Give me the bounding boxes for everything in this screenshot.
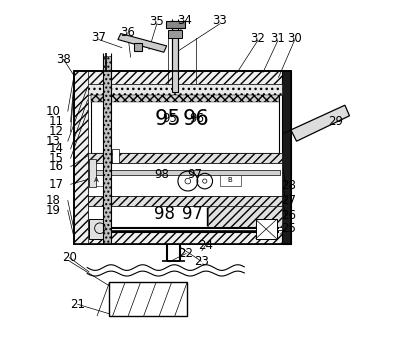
Text: 95: 95 (154, 109, 181, 129)
Bar (168, 30, 182, 38)
Text: 17: 17 (49, 178, 64, 191)
Text: 25: 25 (281, 222, 296, 235)
Bar (208, 206, 282, 227)
Bar (134, 43, 142, 51)
Text: 95: 95 (163, 112, 178, 125)
Text: 31: 31 (270, 32, 285, 44)
Text: 21: 21 (70, 298, 85, 311)
Text: 34: 34 (177, 14, 192, 27)
Bar (89, 220, 109, 239)
Bar (87, 227, 282, 230)
Text: B: B (228, 178, 232, 183)
Bar (87, 153, 282, 163)
Text: A: A (94, 178, 99, 183)
Text: 98: 98 (154, 168, 169, 181)
Text: 13: 13 (46, 135, 61, 148)
Bar (110, 282, 187, 316)
Bar (255, 220, 277, 239)
Text: 36: 36 (120, 26, 135, 39)
Bar (172, 21, 178, 92)
Polygon shape (118, 34, 167, 52)
Bar (89, 159, 97, 187)
Text: 22: 22 (178, 247, 194, 260)
Bar (89, 170, 280, 175)
Bar (282, 71, 291, 244)
Text: 26: 26 (281, 209, 296, 222)
Bar (87, 84, 282, 95)
Text: 98: 98 (154, 205, 175, 223)
Bar (74, 71, 282, 84)
Text: 35: 35 (149, 15, 164, 28)
Text: 96: 96 (189, 112, 204, 125)
Bar (89, 175, 105, 186)
Text: 28: 28 (281, 179, 296, 192)
Text: 97: 97 (181, 205, 203, 223)
Text: 29: 29 (329, 115, 344, 128)
Bar (74, 71, 291, 244)
Text: 19: 19 (46, 204, 61, 217)
Text: 15: 15 (49, 152, 64, 164)
Bar (74, 230, 282, 244)
Text: 11: 11 (49, 115, 64, 128)
Text: 20: 20 (62, 251, 77, 264)
Bar (112, 149, 119, 163)
Text: 38: 38 (56, 53, 71, 66)
Text: 24: 24 (198, 239, 213, 252)
Text: 23: 23 (194, 255, 209, 268)
Bar (87, 206, 282, 227)
Text: 96: 96 (183, 109, 209, 129)
Bar (91, 95, 278, 153)
Text: 33: 33 (212, 14, 227, 27)
Bar (219, 175, 241, 186)
Text: 30: 30 (287, 32, 302, 44)
Text: 14: 14 (49, 143, 64, 155)
Text: 16: 16 (49, 160, 64, 173)
Text: 10: 10 (46, 105, 61, 118)
Text: 12: 12 (49, 125, 64, 138)
Bar (166, 21, 185, 28)
Text: 32: 32 (250, 32, 265, 44)
Text: 37: 37 (92, 31, 106, 43)
Text: 27: 27 (281, 194, 296, 207)
Bar (91, 95, 278, 102)
Text: 97: 97 (187, 168, 202, 181)
Bar (74, 71, 291, 244)
Polygon shape (291, 105, 349, 141)
Bar (103, 56, 110, 244)
Bar (87, 196, 282, 206)
Bar (87, 163, 282, 196)
Bar (74, 71, 87, 244)
Text: 18: 18 (46, 194, 61, 207)
